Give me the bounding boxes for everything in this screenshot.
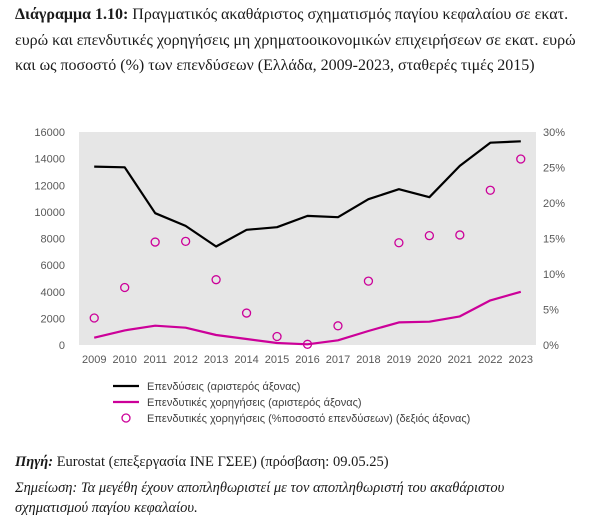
figure-caption-text: Πραγματικός ακαθάριστος σχηματισμός παγί…: [15, 6, 576, 74]
x-tick-label: 2020: [417, 354, 441, 366]
y-left-tick-label: 16000: [34, 127, 65, 139]
y-left-tick-label: 0: [59, 340, 65, 352]
source-line: Πηγή: Eurostat (επεξεργασία ΙΝΕ ΓΣΕΕ) (π…: [15, 452, 580, 472]
y-right-tick-label: 25%: [543, 163, 565, 175]
x-tick-label: 2013: [204, 354, 228, 366]
y-left-tick-label: 14000: [34, 154, 65, 166]
scatter-point: [485, 185, 495, 195]
y-left-tick-label: 4000: [41, 287, 65, 299]
x-tick-label: 2017: [326, 354, 350, 366]
x-tick-label: 2019: [387, 354, 411, 366]
x-tick-label: 2009: [82, 354, 106, 366]
scatter-point: [241, 308, 252, 318]
x-tick-label: 2021: [448, 354, 472, 366]
y-right-tick-label: 15%: [543, 234, 565, 246]
scatter-point: [150, 237, 160, 247]
y-left-tick-label: 12000: [34, 180, 65, 192]
scatter-point: [272, 331, 282, 342]
y-left-tick-label: 8000: [41, 234, 65, 246]
legend-label: Επενδυτικές χορηγήσεις (αριστερός άξονας…: [147, 397, 362, 409]
chart: 0 2000 4000 6000 8000 10000 12000 14000 16000 0% 5…: [13, 121, 581, 437]
y-right-tick-label: 30%: [543, 127, 565, 139]
scatter-point: [333, 321, 343, 331]
x-tick-label: 2010: [112, 354, 136, 366]
figure-caption: Διάγραμμα 1.10: Πραγματικός ακαθάριστος …: [15, 2, 580, 79]
y-right-tick-label: 0%: [543, 340, 559, 352]
scatter-point: [394, 238, 404, 248]
scatter-point: [180, 236, 191, 246]
legend-label: Επενδυτικές χορηγήσεις (%ποσοστό επενδύσ…: [147, 413, 470, 425]
figure-label: Διάγραμμα 1.10:: [15, 6, 129, 23]
x-tick-label: 2011: [143, 354, 167, 366]
series-line-1: [94, 140, 521, 248]
source-label: Πηγή:: [15, 454, 54, 470]
y-right-tick-label: 5%: [543, 305, 559, 317]
scatter-point: [211, 275, 221, 285]
scatter-point: [302, 339, 313, 349]
x-tick-label: 2014: [234, 354, 258, 366]
x-tick-label: 2012: [173, 354, 197, 366]
x-tick-label: 2015: [265, 354, 289, 366]
x-tick-label: 2023: [509, 354, 533, 366]
x-tick-label: 2016: [295, 354, 319, 366]
scatter-point: [455, 230, 465, 240]
scatter-point: [89, 313, 99, 323]
scatter-point: [424, 231, 435, 241]
legend-swatch-marker: [121, 413, 131, 423]
note: Σημείωση: Τα μεγέθη έχουν αποπληθωριστεί…: [15, 480, 505, 516]
source-text: Eurostat (επεξεργασία ΙΝΕ ΓΣΕΕ) (πρόσβασ…: [56, 454, 389, 470]
y-left-tick-label: 10000: [34, 207, 65, 219]
scatter-point: [363, 276, 374, 286]
y-right-tick-label: 10%: [543, 269, 565, 281]
x-tick-label: 2018: [356, 354, 380, 366]
chart-svg: 0 2000 4000 6000 8000 10000 12000 14000 16000 0% 5…: [34, 127, 565, 425]
y-left-tick-label: 6000: [41, 260, 65, 272]
scatter-point: [516, 154, 526, 164]
series-line-2: [93, 290, 522, 346]
scatter-point: [120, 282, 130, 293]
y-right-tick-label: 20%: [543, 198, 565, 210]
legend-label: Επενδύσεις (αριστερός άξονας): [147, 381, 300, 393]
x-tick-label: 2022: [478, 354, 502, 366]
y-left-tick-label: 2000: [41, 313, 65, 325]
